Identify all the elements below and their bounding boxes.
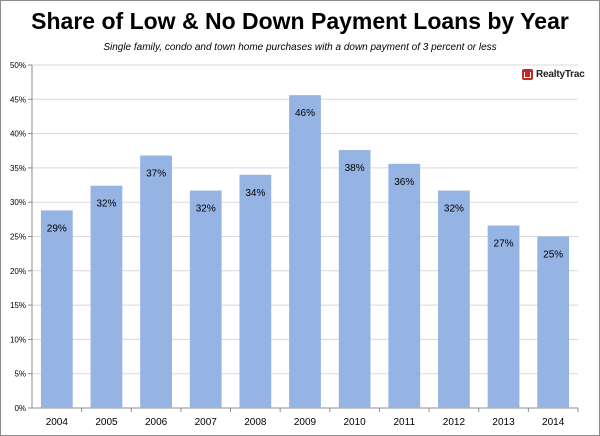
- data-label: 34%: [245, 188, 265, 199]
- x-tick-label: 2009: [294, 417, 317, 428]
- data-label: 25%: [543, 250, 563, 261]
- bar: [40, 210, 73, 408]
- y-tick-label: 30%: [10, 198, 26, 207]
- x-tick-label: 2012: [443, 417, 466, 428]
- y-tick-label: 0%: [14, 404, 26, 413]
- y-tick-label: 20%: [10, 267, 26, 276]
- bar: [90, 185, 123, 408]
- data-label: 27%: [494, 239, 514, 250]
- bar: [189, 190, 222, 408]
- y-tick-label: 5%: [14, 370, 26, 379]
- bar: [140, 155, 172, 408]
- realtytrac-logo: RealtyTrac: [522, 69, 585, 80]
- data-label: 46%: [295, 108, 315, 119]
- y-tick-label: 40%: [10, 130, 26, 139]
- y-tick-label: 25%: [10, 233, 26, 242]
- bar: [239, 174, 272, 408]
- bar: [338, 150, 371, 408]
- logo-text: RealtyTrac: [536, 69, 585, 80]
- bar: [537, 236, 570, 408]
- data-label: 37%: [146, 169, 166, 180]
- chart-subtitle: Single family, condo and town home purch…: [103, 42, 497, 53]
- data-label: 32%: [444, 204, 464, 215]
- y-tick-label: 45%: [10, 95, 26, 104]
- house-icon: [522, 69, 533, 80]
- x-tick-label: 2011: [394, 417, 416, 428]
- y-tick-label: 50%: [10, 61, 26, 70]
- y-tick-label: 15%: [10, 301, 26, 310]
- bar: [388, 163, 421, 408]
- bar: [487, 225, 520, 408]
- y-tick-label: 35%: [10, 164, 26, 173]
- x-tick-label: 2008: [244, 417, 267, 428]
- data-label: 38%: [345, 163, 365, 174]
- bar: [438, 190, 470, 408]
- x-tick-label: 2013: [492, 417, 515, 428]
- x-tick-label: 2006: [145, 417, 168, 428]
- data-label: 29%: [47, 223, 67, 234]
- x-tick-label: 2004: [46, 417, 69, 428]
- bar: [289, 95, 321, 409]
- data-label: 36%: [394, 177, 414, 188]
- x-tick-label: 2014: [542, 417, 565, 428]
- data-label: 32%: [96, 199, 116, 210]
- y-tick-label: 10%: [10, 335, 26, 344]
- chart-title: Share of Low & No Down Payment Loans by …: [31, 8, 569, 34]
- x-tick-label: 2007: [195, 417, 218, 428]
- data-label: 32%: [196, 204, 216, 215]
- x-tick-label: 2005: [95, 417, 118, 428]
- x-tick-label: 2010: [344, 417, 367, 428]
